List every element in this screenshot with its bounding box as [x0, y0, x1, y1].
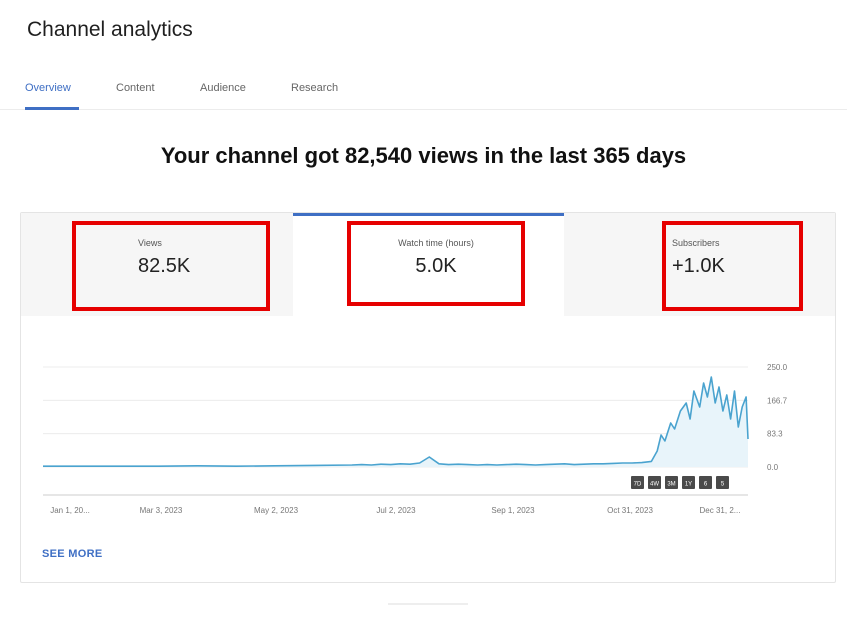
range-button [665, 476, 678, 489]
y-tick-label: 0.0 [767, 463, 779, 472]
metric-views-value: 82.5K [138, 255, 191, 277]
metric-subscribers-value: +1.0K [672, 255, 725, 277]
range-button [716, 476, 729, 489]
x-tick-label: Mar 3, 2023 [140, 506, 183, 515]
tab-overview[interactable]: Overview [25, 82, 71, 94]
tab-content[interactable]: Content [116, 82, 155, 94]
bottom-divider [388, 603, 468, 605]
range-button [682, 476, 695, 489]
series-line [43, 376, 749, 467]
metric-watch-time-label: Watch time (hours) [398, 238, 474, 248]
range-button [699, 476, 712, 489]
metric-views[interactable]: Views 82.5K [72, 221, 270, 311]
metric-subscribers-label: Subscribers [672, 238, 720, 248]
y-tick-label: 83.3 [767, 430, 783, 439]
metric-views-label: Views [138, 238, 162, 248]
range-button [648, 476, 661, 489]
x-tick-label: Dec 31, 2... [700, 506, 741, 515]
tab-bar: Overview Content Audience Research [0, 76, 847, 110]
metric-subscribers[interactable]: Subscribers +1.0K [662, 221, 803, 311]
x-tick-label: Jan 1, 20... [50, 506, 90, 515]
active-tab-indicator [25, 107, 79, 110]
page-title: Channel analytics [27, 18, 193, 41]
metric-watch-time[interactable]: Watch time (hours) 5.0K [347, 221, 525, 306]
range-button [631, 476, 644, 489]
analytics-card: Views 82.5K Watch time (hours) 5.0K Subs… [20, 212, 836, 583]
selected-metric-background [293, 213, 564, 316]
range-button-label: 3M [667, 482, 675, 488]
x-tick-label: Sep 1, 2023 [491, 506, 535, 515]
selected-metric-indicator [293, 213, 564, 216]
range-button-label: 6 [704, 482, 708, 488]
tab-research[interactable]: Research [291, 82, 339, 94]
see-more-link[interactable]: SEE MORE [42, 548, 103, 560]
y-tick-label: 250.0 [767, 363, 788, 372]
x-tick-label: Oct 31, 2023 [607, 506, 653, 515]
range-button-label: 7D [634, 482, 642, 488]
tab-audience[interactable]: Audience [200, 82, 246, 94]
x-tick-label: Jul 2, 2023 [376, 506, 416, 515]
range-button-label: 1Y [685, 482, 692, 488]
series-area [43, 377, 748, 467]
summary-headline: Your channel got 82,540 views in the las… [160, 143, 687, 168]
range-button-label: 4W [650, 482, 659, 488]
y-tick-label: 166.7 [767, 396, 788, 405]
metric-watch-time-value: 5.0K [415, 255, 457, 277]
range-button-label: 5 [721, 482, 725, 488]
x-tick-label: May 2, 2023 [254, 506, 299, 515]
